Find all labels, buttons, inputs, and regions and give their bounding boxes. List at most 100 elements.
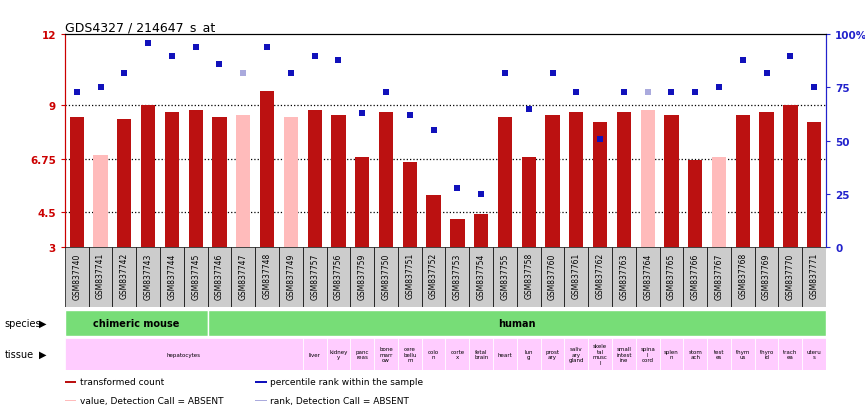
Bar bbox=[398, 339, 422, 370]
Text: GSM837770: GSM837770 bbox=[786, 253, 795, 299]
Text: kidney
y: kidney y bbox=[330, 349, 348, 359]
Text: GSM837745: GSM837745 bbox=[191, 253, 200, 299]
Text: chimeric mouse: chimeric mouse bbox=[93, 318, 179, 328]
Text: skele
tal
musc
l: skele tal musc l bbox=[593, 344, 607, 365]
Bar bbox=[712, 158, 727, 248]
Bar bbox=[493, 248, 517, 308]
Bar bbox=[803, 339, 826, 370]
Bar bbox=[426, 196, 440, 248]
Text: GSM837767: GSM837767 bbox=[714, 253, 723, 299]
Bar bbox=[375, 248, 398, 308]
Text: saliv
ary
gland: saliv ary gland bbox=[568, 346, 584, 362]
Text: GSM837752: GSM837752 bbox=[429, 253, 438, 299]
Bar bbox=[165, 113, 179, 248]
Bar bbox=[403, 163, 417, 248]
Bar bbox=[350, 248, 375, 308]
Text: GSM837757: GSM837757 bbox=[311, 253, 319, 299]
Text: GSM837751: GSM837751 bbox=[406, 253, 414, 299]
Bar bbox=[731, 248, 754, 308]
Text: species: species bbox=[4, 318, 41, 328]
Bar bbox=[759, 113, 774, 248]
Bar bbox=[375, 339, 398, 370]
Text: GSM837748: GSM837748 bbox=[263, 253, 272, 299]
Bar bbox=[612, 339, 636, 370]
Text: GSM837741: GSM837741 bbox=[96, 253, 105, 299]
Text: GSM837761: GSM837761 bbox=[572, 253, 580, 299]
Bar bbox=[160, 248, 183, 308]
Bar bbox=[303, 248, 327, 308]
Text: splen
n: splen n bbox=[664, 349, 679, 359]
Bar bbox=[356, 158, 369, 248]
Bar bbox=[541, 248, 564, 308]
Text: transformed count: transformed count bbox=[80, 377, 164, 387]
Bar bbox=[636, 248, 659, 308]
Bar bbox=[683, 339, 708, 370]
Bar bbox=[708, 339, 731, 370]
Text: GSM837746: GSM837746 bbox=[215, 253, 224, 299]
Bar bbox=[398, 248, 422, 308]
Text: GSM837771: GSM837771 bbox=[810, 253, 818, 299]
Bar bbox=[659, 248, 683, 308]
Text: hepatocytes: hepatocytes bbox=[167, 351, 201, 357]
Text: stom
ach: stom ach bbox=[689, 349, 702, 359]
Bar bbox=[784, 106, 798, 248]
Text: GSM837744: GSM837744 bbox=[168, 253, 176, 299]
Bar bbox=[70, 118, 84, 248]
Bar bbox=[255, 381, 266, 383]
Text: thym
us: thym us bbox=[735, 349, 750, 359]
Text: GDS4327 / 214647_s_at: GDS4327 / 214647_s_at bbox=[65, 21, 215, 34]
Bar bbox=[208, 248, 231, 308]
Bar bbox=[65, 248, 88, 308]
Bar bbox=[664, 116, 678, 248]
Bar bbox=[617, 113, 631, 248]
Bar bbox=[379, 113, 393, 248]
Bar bbox=[65, 339, 303, 370]
Text: GSM837755: GSM837755 bbox=[501, 253, 509, 299]
Text: GSM837747: GSM837747 bbox=[239, 253, 247, 299]
Bar bbox=[331, 116, 346, 248]
Text: GSM837762: GSM837762 bbox=[596, 253, 605, 299]
Text: GSM837756: GSM837756 bbox=[334, 253, 343, 299]
Bar bbox=[588, 248, 612, 308]
Text: GSM837742: GSM837742 bbox=[120, 253, 129, 299]
Bar bbox=[659, 339, 683, 370]
Text: GSM837743: GSM837743 bbox=[144, 253, 152, 299]
Text: colo
n: colo n bbox=[428, 349, 439, 359]
Text: uteru
s: uteru s bbox=[807, 349, 822, 359]
Bar bbox=[612, 248, 636, 308]
Bar bbox=[327, 248, 350, 308]
Bar bbox=[279, 248, 303, 308]
Text: liver: liver bbox=[309, 351, 321, 357]
Bar bbox=[778, 339, 803, 370]
Bar bbox=[803, 248, 826, 308]
Bar bbox=[65, 381, 76, 383]
Text: GSM837753: GSM837753 bbox=[453, 253, 462, 299]
Bar bbox=[474, 215, 489, 248]
Bar bbox=[208, 310, 826, 337]
Bar bbox=[284, 118, 298, 248]
Bar bbox=[260, 92, 274, 248]
Text: prost
ary: prost ary bbox=[546, 349, 560, 359]
Text: GSM837740: GSM837740 bbox=[73, 253, 81, 299]
Bar bbox=[541, 339, 564, 370]
Bar bbox=[118, 120, 131, 248]
Bar bbox=[112, 248, 137, 308]
Bar bbox=[451, 219, 465, 248]
Bar bbox=[232, 248, 255, 308]
Bar bbox=[517, 248, 541, 308]
Text: corte
x: corte x bbox=[451, 349, 465, 359]
Text: percentile rank within the sample: percentile rank within the sample bbox=[271, 377, 424, 387]
Bar bbox=[754, 339, 778, 370]
Bar bbox=[754, 248, 778, 308]
Text: test
es: test es bbox=[714, 349, 724, 359]
Text: ▶: ▶ bbox=[39, 349, 47, 359]
Text: bone
marr
ow: bone marr ow bbox=[379, 346, 393, 362]
Bar bbox=[303, 339, 327, 370]
Bar bbox=[683, 248, 708, 308]
Text: value, Detection Call = ABSENT: value, Detection Call = ABSENT bbox=[80, 396, 223, 405]
Text: GSM837749: GSM837749 bbox=[286, 253, 295, 299]
Text: GSM837766: GSM837766 bbox=[691, 253, 700, 299]
Text: ▶: ▶ bbox=[39, 318, 47, 328]
Bar bbox=[469, 339, 493, 370]
Bar bbox=[522, 158, 536, 248]
